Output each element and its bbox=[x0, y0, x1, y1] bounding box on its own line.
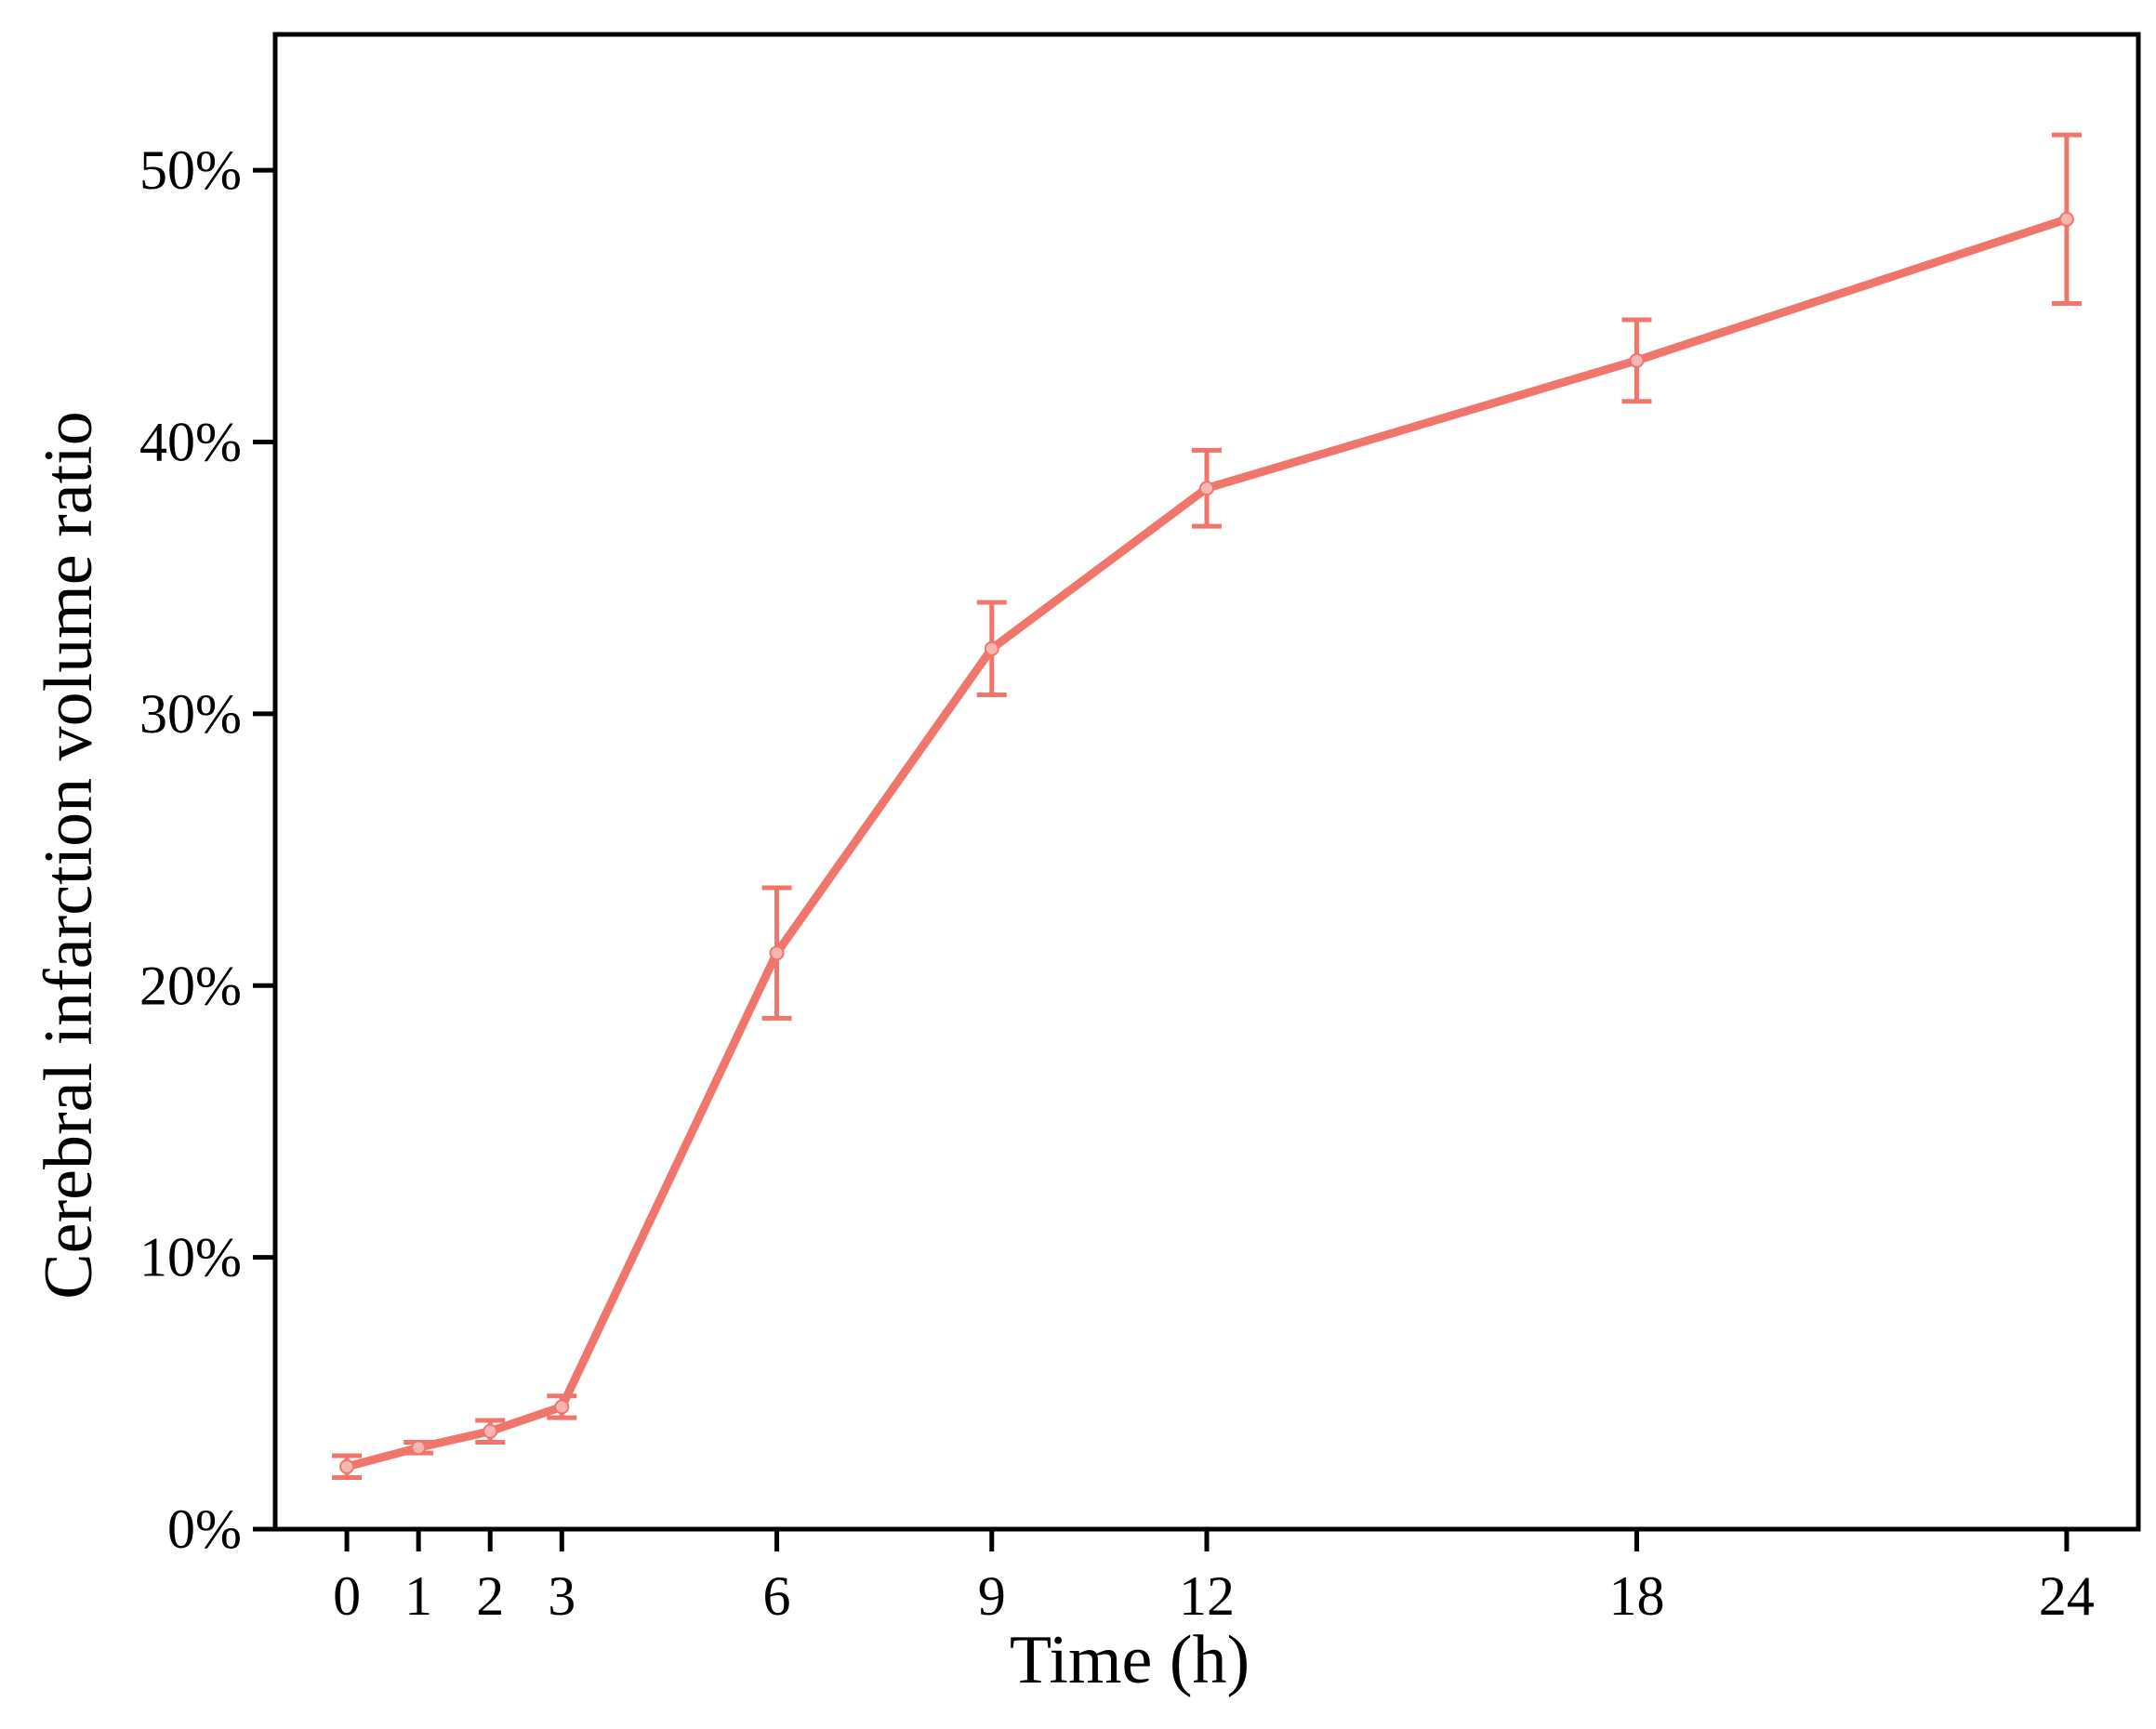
data-point bbox=[769, 945, 785, 961]
x-axis-title: Time (h) bbox=[1010, 1622, 1250, 1698]
data-point bbox=[1629, 352, 1645, 368]
x-tick-label: 18 bbox=[1608, 1565, 1664, 1627]
plot-frame-layer bbox=[272, 32, 2141, 1532]
series-line bbox=[342, 215, 2071, 1472]
y-tick-label: 0% bbox=[167, 1498, 242, 1560]
series-line-layer bbox=[342, 215, 2071, 1472]
data-points-layer bbox=[339, 211, 2074, 1474]
y-tick-label: 20% bbox=[139, 955, 242, 1016]
x-tick-label: 2 bbox=[476, 1565, 504, 1627]
data-point bbox=[483, 1423, 498, 1439]
x-tick-label: 0 bbox=[333, 1565, 361, 1627]
x-tick-label: 24 bbox=[2039, 1565, 2095, 1627]
error-bars-layer bbox=[332, 132, 2082, 1480]
data-point bbox=[1199, 481, 1214, 496]
data-point bbox=[411, 1440, 427, 1456]
x-tick-label: 3 bbox=[548, 1565, 575, 1627]
axis-ticks-layer: 0 1 2 3 6 9 12 18 240%10%20%30%40%50% bbox=[139, 139, 2095, 1627]
y-tick-label: 40% bbox=[139, 412, 242, 473]
y-tick-label: 10% bbox=[139, 1227, 242, 1288]
data-point bbox=[554, 1399, 570, 1415]
x-tick-label: 9 bbox=[978, 1565, 1006, 1627]
plot-frame bbox=[272, 32, 2141, 1532]
data-point bbox=[2058, 211, 2074, 227]
x-tick-label: 12 bbox=[1179, 1565, 1235, 1627]
y-axis-title: Cerebral infarction volume ratio bbox=[31, 411, 107, 1299]
data-point bbox=[339, 1458, 355, 1474]
y-tick-label: 50% bbox=[139, 139, 242, 201]
x-tick-label: 6 bbox=[763, 1565, 791, 1627]
y-tick-label: 30% bbox=[139, 683, 242, 745]
data-point bbox=[984, 640, 999, 656]
x-tick-label: 1 bbox=[404, 1565, 432, 1627]
